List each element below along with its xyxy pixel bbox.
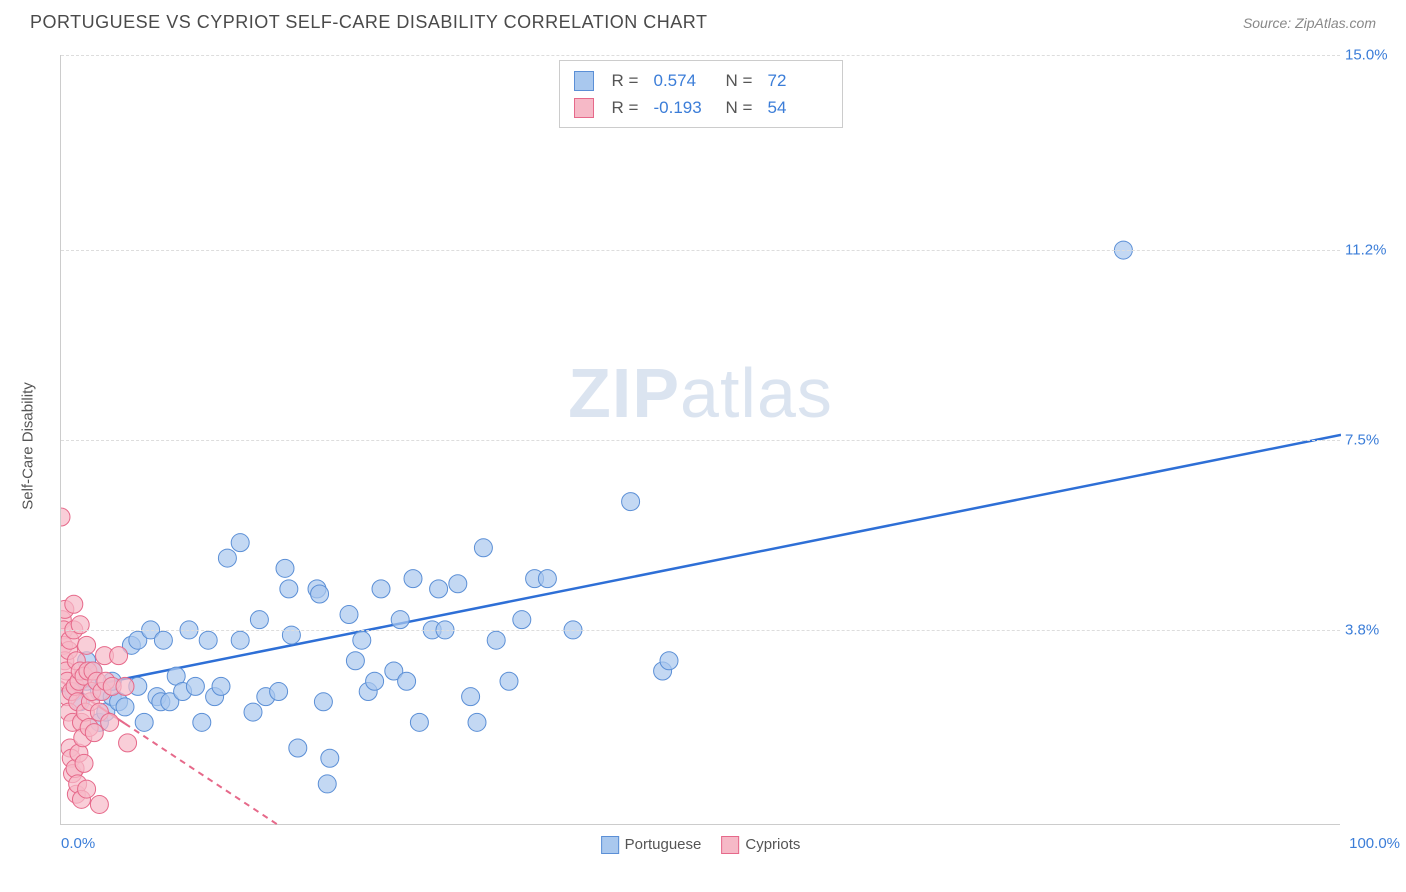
data-point (372, 580, 390, 598)
trend-line (61, 435, 1341, 692)
data-point (244, 703, 262, 721)
data-point (65, 595, 83, 613)
data-point (391, 611, 409, 629)
data-point (135, 713, 153, 731)
data-point (660, 652, 678, 670)
legend-label: Cypriots (745, 836, 800, 853)
data-point (85, 724, 103, 742)
data-point (474, 539, 492, 557)
data-point (462, 688, 480, 706)
data-point (340, 606, 358, 624)
legend-row: R = 0.574 N = 72 (574, 67, 828, 94)
legend-row: R = -0.193 N = 54 (574, 94, 828, 121)
data-point (199, 631, 217, 649)
data-point (231, 534, 249, 552)
legend-r-label: R = (612, 67, 642, 94)
data-point (90, 795, 108, 813)
data-point (500, 672, 518, 690)
data-point (110, 647, 128, 665)
data-point (186, 677, 204, 695)
data-point (280, 580, 298, 598)
data-point (276, 559, 294, 577)
legend-r-value: 0.574 (654, 67, 714, 94)
data-point (538, 570, 556, 588)
data-point (270, 683, 288, 701)
data-point (119, 734, 137, 752)
y-tick-label: 15.0% (1345, 47, 1400, 64)
data-point (321, 749, 339, 767)
chart-area: ZIPatlas R =0.574N =72R =-0.193N =54 Por… (60, 55, 1340, 825)
data-point (193, 713, 211, 731)
data-point (366, 672, 384, 690)
legend-item: Portuguese (601, 836, 702, 854)
data-point (78, 636, 96, 654)
grid-line (61, 630, 1340, 631)
data-point (622, 493, 640, 511)
y-tick-label: 11.2% (1345, 242, 1400, 259)
data-point (250, 611, 268, 629)
legend-r-label: R = (612, 94, 642, 121)
trend-line-dashed (125, 724, 317, 851)
data-point (101, 713, 119, 731)
y-tick-label: 7.5% (1345, 432, 1400, 449)
data-point (353, 631, 371, 649)
data-point (487, 631, 505, 649)
data-point (212, 677, 230, 695)
data-point (282, 626, 300, 644)
correlation-legend: R = 0.574 N = 72 R = -0.193 N = 54 (559, 60, 843, 128)
data-point (78, 780, 96, 798)
data-point (449, 575, 467, 593)
data-point (75, 754, 93, 772)
data-point (52, 508, 70, 526)
legend-swatch (721, 836, 739, 854)
legend-n-label: N = (726, 94, 756, 121)
data-point (398, 672, 416, 690)
legend-swatch (601, 836, 619, 854)
data-point (154, 631, 172, 649)
data-point (346, 652, 364, 670)
legend-n-value: 72 (768, 67, 828, 94)
data-point (314, 693, 332, 711)
chart-title: PORTUGUESE VS CYPRIOT SELF-CARE DISABILI… (30, 12, 707, 33)
legend-r-value: -0.193 (654, 94, 714, 121)
source-attribution: Source: ZipAtlas.com (1243, 15, 1376, 31)
data-point (404, 570, 422, 588)
legend-label: Portuguese (625, 836, 702, 853)
data-point (410, 713, 428, 731)
data-point (318, 775, 336, 793)
data-point (71, 616, 89, 634)
grid-line (61, 250, 1340, 251)
data-point (116, 698, 134, 716)
data-point (289, 739, 307, 757)
x-tick-label: 100.0% (1349, 835, 1400, 852)
header: PORTUGUESE VS CYPRIOT SELF-CARE DISABILI… (0, 0, 1406, 41)
legend-swatch (574, 98, 594, 118)
data-point (311, 585, 329, 603)
legend-item: Cypriots (721, 836, 800, 854)
data-point (218, 549, 236, 567)
grid-line (61, 55, 1340, 56)
data-point (468, 713, 486, 731)
y-axis-label: Self-Care Disability (20, 382, 37, 510)
series-legend: Portuguese Cypriots (601, 836, 801, 854)
y-tick-label: 3.8% (1345, 621, 1400, 638)
grid-line (61, 440, 1340, 441)
x-tick-label: 0.0% (61, 835, 95, 852)
data-point (231, 631, 249, 649)
data-point (513, 611, 531, 629)
legend-n-label: N = (726, 67, 756, 94)
data-point (116, 677, 134, 695)
data-point (430, 580, 448, 598)
legend-swatch (574, 71, 594, 91)
legend-n-value: 54 (768, 94, 828, 121)
